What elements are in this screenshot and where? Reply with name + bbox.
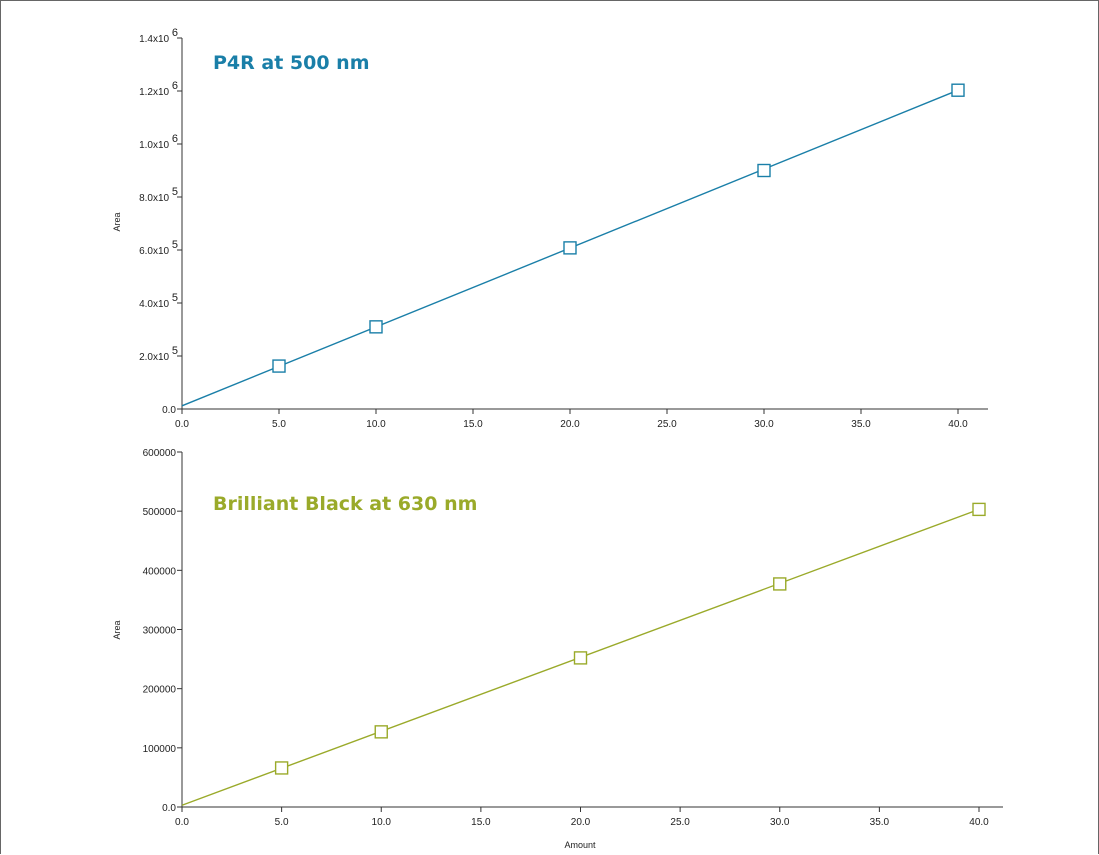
x-tick-label: 25.0 <box>657 419 677 430</box>
y-tick-label: 1.2x10 6 <box>139 80 178 98</box>
y-tick-label: 1.4x10 6 <box>139 27 178 45</box>
data-points <box>272 83 965 373</box>
chart-title: P4R at 500 nm <box>213 52 370 74</box>
x-tick-label: 10.0 <box>366 419 386 430</box>
chart-title: Brilliant Black at 630 nm <box>213 493 477 515</box>
data-point <box>272 359 286 373</box>
x-tick-label: 25.0 <box>670 817 690 828</box>
data-point <box>773 577 787 591</box>
x-tick-label: 10.0 <box>372 817 392 828</box>
x-ticks: 0.0 5.0 10.0 15.0 20.0 25.0 30.0 35.0 40.0 <box>175 409 968 430</box>
y-axis-label: Area <box>112 620 122 639</box>
x-tick-label: 40.0 <box>969 817 989 828</box>
x-axis-label: Amount <box>564 840 596 850</box>
x-tick-label: 40.0 <box>948 419 968 430</box>
x-tick-label: 20.0 <box>560 419 580 430</box>
y-tick-label: 400000 <box>143 566 177 577</box>
x-tick-label: 30.0 <box>754 419 774 430</box>
x-ticks: 0.0 5.0 10.0 15.0 20.0 25.0 30.0 35.0 40.0 <box>175 807 989 828</box>
y-tick-label: 600000 <box>143 448 177 459</box>
x-tick-label: 15.0 <box>471 817 491 828</box>
chart-p4r: 0.0 2.0x10 5 4.0x10 5 6.0x10 5 8.0x10 5 1.0x1… <box>112 27 988 430</box>
y-tick-label: 0.0 <box>162 405 176 416</box>
data-point <box>757 163 771 178</box>
y-tick-label: 300000 <box>143 626 177 637</box>
chart-brilliant-black: 0.0100000200000300000400000500000600000 … <box>112 448 1003 850</box>
y-tick-label: 0.0 <box>162 803 176 814</box>
data-point <box>374 725 388 739</box>
y-tick-label: 1.0x10 6 <box>139 133 178 151</box>
x-tick-label: 15.0 <box>463 419 483 430</box>
x-tick-label: 5.0 <box>275 817 289 828</box>
y-tick-label: 100000 <box>143 744 177 755</box>
x-tick-label: 0.0 <box>175 817 189 828</box>
x-tick-label: 0.0 <box>175 419 189 430</box>
data-point <box>573 651 588 665</box>
data-point <box>972 502 986 517</box>
y-tick-label: 2.0x10 5 <box>139 345 178 363</box>
data-point <box>563 241 577 255</box>
data-point <box>369 320 383 334</box>
x-tick-label: 35.0 <box>851 419 871 430</box>
y-tick-label: 6.0x10 5 <box>139 239 178 257</box>
x-tick-label: 35.0 <box>870 817 890 828</box>
y-tick-label: 4.0x10 5 <box>139 292 178 310</box>
y-tick-label: 8.0x10 5 <box>139 186 178 204</box>
x-tick-label: 5.0 <box>272 419 286 430</box>
data-point <box>951 83 965 97</box>
y-ticks: 0.0 100000 200000 300000 400000 500000 600000 <box>143 448 182 814</box>
x-tick-label: 20.0 <box>571 817 591 828</box>
y-axis-label: Area <box>112 212 122 231</box>
y-tick-label: 500000 <box>143 507 177 518</box>
data-points <box>274 502 986 775</box>
data-point <box>274 761 289 775</box>
x-tick-label: 30.0 <box>770 817 790 828</box>
y-tick-label: 200000 <box>143 685 177 696</box>
y-ticks: 0.0 2.0x10 5 4.0x10 5 6.0x10 5 8.0x10 5 1.0x1… <box>139 27 182 416</box>
